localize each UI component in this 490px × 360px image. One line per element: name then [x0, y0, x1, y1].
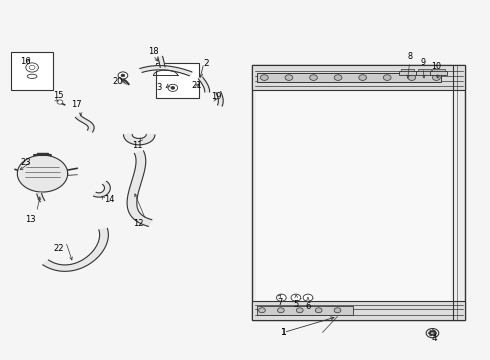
Circle shape	[303, 294, 313, 301]
Circle shape	[168, 84, 178, 91]
Circle shape	[434, 332, 437, 334]
Bar	[156, 63, 199, 99]
Text: 3: 3	[157, 83, 162, 92]
Bar	[252, 65, 466, 320]
Bar	[401, 69, 414, 71]
Text: 15: 15	[53, 91, 64, 100]
Bar	[430, 71, 447, 75]
Text: 14: 14	[104, 195, 115, 204]
Circle shape	[277, 308, 284, 313]
Text: 1: 1	[281, 328, 287, 337]
Circle shape	[57, 100, 63, 104]
Text: 22: 22	[53, 244, 64, 253]
Circle shape	[259, 308, 266, 313]
Circle shape	[383, 75, 391, 80]
Bar	[418, 69, 431, 71]
Polygon shape	[216, 91, 223, 106]
Polygon shape	[17, 155, 68, 192]
Text: 2: 2	[203, 59, 209, 68]
Circle shape	[121, 74, 125, 77]
Text: 23: 23	[21, 158, 31, 167]
Circle shape	[334, 75, 342, 80]
Circle shape	[296, 308, 303, 313]
Circle shape	[433, 75, 440, 80]
Bar	[256, 90, 451, 301]
Circle shape	[315, 308, 322, 313]
Text: 6: 6	[305, 302, 311, 311]
Circle shape	[408, 75, 416, 80]
Bar	[11, 53, 53, 90]
Polygon shape	[123, 134, 155, 145]
Circle shape	[171, 86, 175, 89]
Text: 16: 16	[20, 57, 30, 66]
Text: 1: 1	[281, 328, 287, 337]
Text: 7: 7	[277, 298, 283, 307]
Circle shape	[334, 308, 341, 313]
Polygon shape	[158, 56, 165, 68]
Circle shape	[428, 332, 431, 334]
Text: 18: 18	[147, 47, 158, 56]
Bar	[257, 306, 353, 315]
Bar	[416, 71, 433, 75]
Circle shape	[276, 294, 286, 301]
Circle shape	[26, 63, 38, 72]
Circle shape	[118, 72, 128, 79]
Text: 21: 21	[191, 81, 202, 90]
Text: 11: 11	[132, 141, 143, 150]
Circle shape	[285, 75, 293, 80]
Polygon shape	[75, 115, 94, 132]
Circle shape	[430, 330, 433, 332]
Bar	[433, 69, 445, 71]
Polygon shape	[43, 228, 108, 271]
Circle shape	[291, 294, 301, 301]
Circle shape	[433, 334, 436, 336]
Bar	[257, 73, 441, 82]
Circle shape	[29, 65, 35, 69]
Text: 5: 5	[294, 300, 299, 309]
Text: 17: 17	[71, 100, 82, 109]
Polygon shape	[127, 151, 152, 226]
Circle shape	[261, 75, 268, 80]
Text: 13: 13	[25, 215, 36, 224]
Bar	[252, 301, 466, 320]
Text: 12: 12	[133, 219, 144, 228]
Polygon shape	[93, 181, 110, 197]
Polygon shape	[140, 66, 192, 76]
Circle shape	[426, 329, 439, 338]
Bar	[398, 71, 416, 75]
Circle shape	[433, 330, 436, 332]
Circle shape	[430, 334, 433, 336]
Text: 4: 4	[431, 334, 437, 343]
Text: 20: 20	[113, 77, 123, 86]
Circle shape	[310, 75, 318, 80]
Polygon shape	[198, 77, 210, 92]
Text: 8: 8	[407, 52, 412, 61]
Polygon shape	[37, 193, 45, 202]
Text: 9: 9	[421, 58, 426, 67]
Bar	[252, 65, 466, 90]
Circle shape	[359, 75, 367, 80]
Text: 10: 10	[431, 62, 441, 71]
Ellipse shape	[27, 74, 37, 78]
Text: 19: 19	[211, 92, 221, 101]
